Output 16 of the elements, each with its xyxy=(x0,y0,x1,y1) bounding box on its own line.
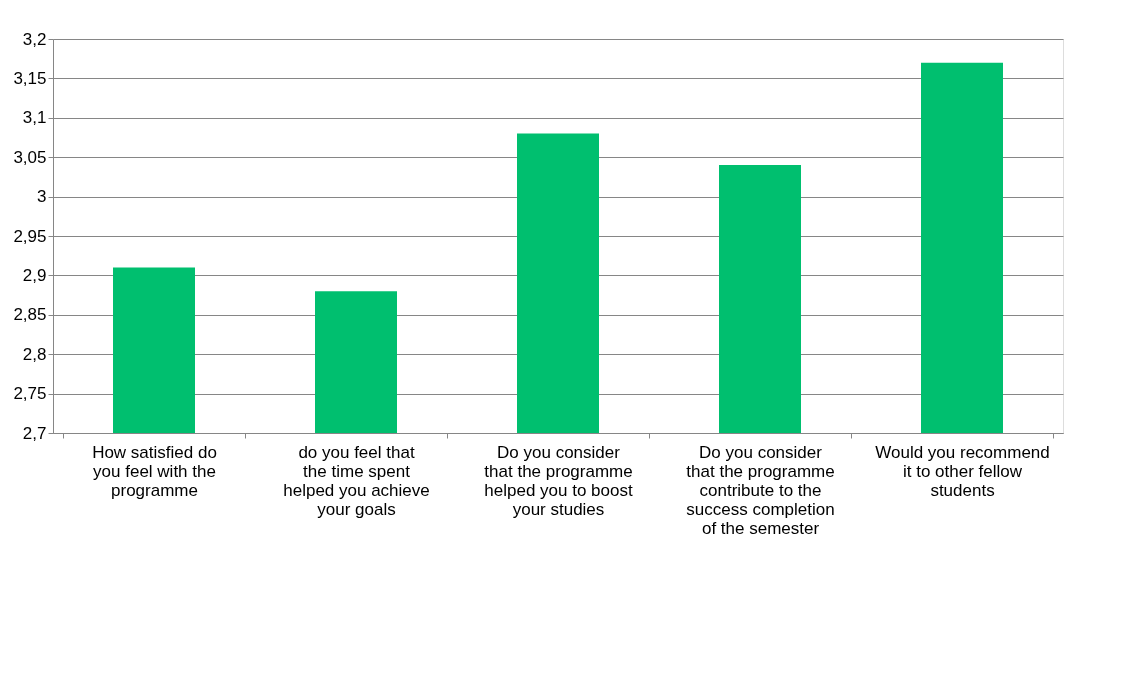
y-tick-label: 3,05 xyxy=(13,147,47,167)
y-tick-label: 3,2 xyxy=(22,29,47,49)
y-tick-label: 2,9 xyxy=(22,265,47,285)
x-tick-label: Would you recommend it to other fellow students xyxy=(875,442,1050,500)
y-tick-label: 2,85 xyxy=(13,305,47,325)
y-tick-label: 2,7 xyxy=(22,423,47,443)
y-tick-label: 2,95 xyxy=(13,226,47,246)
x-tick-label: How satisfied do you feel with the programme xyxy=(92,442,217,500)
x-tick-label: do you feel that the time spent helped you achieve your goals xyxy=(283,442,430,519)
y-tick-label: 3,1 xyxy=(22,108,47,128)
y-tick-label: 2,8 xyxy=(22,344,47,364)
y-tick-label: 3 xyxy=(37,187,47,207)
x-tick-label: Do you consider that the programme helped you to boost your studies xyxy=(484,442,633,519)
y-tick-label: 3,15 xyxy=(13,68,47,88)
y-tick-label: 2,75 xyxy=(13,384,47,404)
x-tick-label: Do you consider that the programme contribute to the success completion of the semester xyxy=(686,442,835,538)
